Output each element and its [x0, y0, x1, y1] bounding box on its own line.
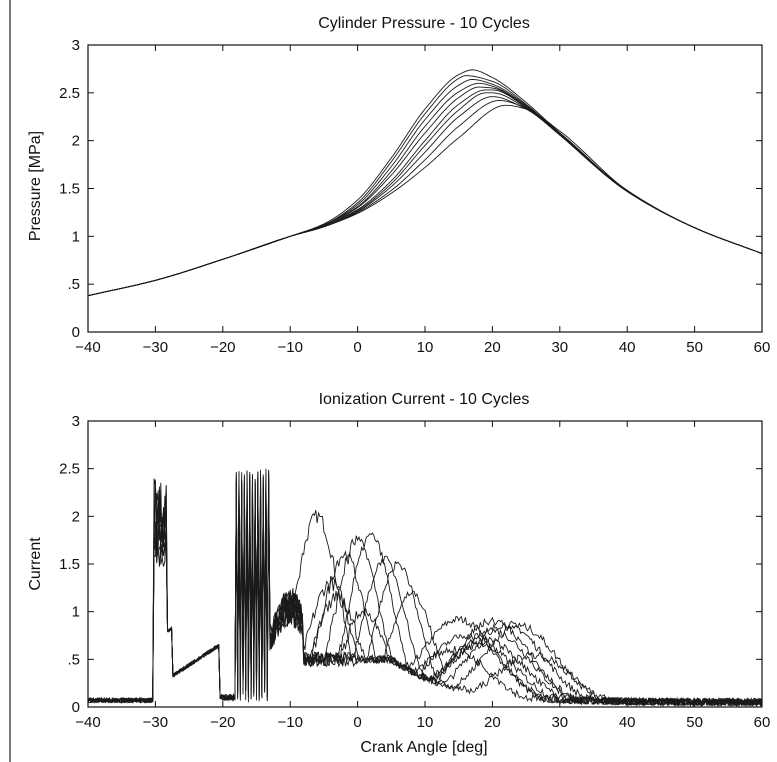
ionization-y-tick-label: 1.5 [59, 556, 80, 573]
pressure-y-axis-label: Pressure [MPa] [27, 131, 44, 241]
ionization-chart-title: Ionization Current - 10 Cycles [319, 391, 530, 408]
ionization-axes-frame [87, 420, 763, 708]
ionization-x-tick-label: −10 [277, 714, 302, 731]
pressure-x-tick-label: 30 [551, 339, 568, 356]
pressure-x-tick-label: 0 [353, 339, 361, 356]
pressure-y-tick-label: 3 [72, 37, 80, 54]
pressure-x-tick-label: 60 [754, 339, 771, 356]
pressure-ticks: −40 −30 −20 −10 0 10 20 30 40 50 60 0 .5 1 1.5 2 2.5 3 [59, 37, 770, 356]
ionization-x-tick-label: 60 [754, 714, 771, 731]
pressure-x-tick-label: 40 [619, 339, 636, 356]
ionization-cycle-3 [87, 472, 763, 707]
pressure-cycle-1 [87, 69, 763, 297]
pressure-chart-title: Cylinder Pressure - 10 Cycles [318, 15, 530, 32]
ionization-x-tick-label: −30 [143, 714, 168, 731]
pressure-y-tick-label: 2.5 [59, 85, 80, 102]
ionization-y-tick-label: .5 [67, 651, 80, 668]
pressure-x-tick-label: −10 [277, 339, 302, 356]
pressure-cycle-7 [87, 92, 763, 297]
ionization-y-tick-label: 0 [72, 699, 80, 716]
pressure-x-tick-label: 20 [484, 339, 501, 356]
pressure-cycle-10 [87, 104, 763, 297]
pressure-x-tick-label: −20 [210, 339, 235, 356]
ionization-y-axis-label: Current [27, 537, 44, 591]
ionization-y-tick-label: 2.5 [59, 461, 80, 478]
ionization-x-tick-label: 50 [686, 714, 703, 731]
pressure-y-tick-label: 2 [72, 133, 80, 150]
ionization-traces [87, 468, 763, 708]
pressure-cycle-9 [87, 100, 763, 297]
ionization-y-tick-label: 3 [72, 413, 80, 430]
ionization-x-tick-label: 30 [551, 714, 568, 731]
crank-angle-x-axis-label: Crank Angle [deg] [360, 739, 487, 756]
pressure-y-tick-label: 0 [72, 324, 80, 341]
pressure-cycle-6 [87, 89, 763, 297]
pressure-x-tick-label: −30 [143, 339, 168, 356]
ionization-cycle-7 [87, 473, 763, 707]
ionization-x-tick-label: 10 [417, 714, 434, 731]
ionization-cycle-9 [87, 471, 763, 707]
ionization-x-tick-label: −20 [210, 714, 235, 731]
ionization-x-tick-label: 20 [484, 714, 501, 731]
pressure-cycle-4 [87, 82, 763, 297]
pressure-y-tick-label: .5 [67, 276, 80, 293]
ionization-cycle-6 [87, 474, 763, 707]
pressure-cycle-5 [87, 86, 763, 297]
ionization-cycle-10 [87, 470, 763, 707]
ionization-y-tick-label: 1 [72, 604, 80, 621]
pressure-panel: Cylinder Pressure - 10 Cycles Pressure [… [27, 15, 770, 356]
ionization-x-tick-label: 0 [353, 714, 361, 731]
pressure-x-tick-label: −40 [75, 339, 100, 356]
pressure-x-tick-label: 10 [417, 339, 434, 356]
ionization-x-tick-label: −40 [75, 714, 100, 731]
pressure-traces [87, 69, 763, 297]
pressure-y-tick-label: 1.5 [59, 181, 80, 198]
ionization-x-tick-label: 40 [619, 714, 636, 731]
ionization-y-tick-label: 2 [72, 508, 80, 525]
pressure-y-tick-label: 1 [72, 228, 80, 245]
pressure-axes-frame [87, 44, 763, 333]
pressure-cycle-3 [87, 78, 763, 297]
ionization-ticks: −40 −30 −20 −10 0 10 20 30 40 50 60 0 .5 1 1.5 2 2.5 3 [59, 413, 770, 731]
ionization-panel: Ionization Current - 10 Cycles Current C… [27, 391, 770, 756]
pressure-x-tick-label: 50 [686, 339, 703, 356]
ionization-cycle-5 [87, 471, 763, 708]
